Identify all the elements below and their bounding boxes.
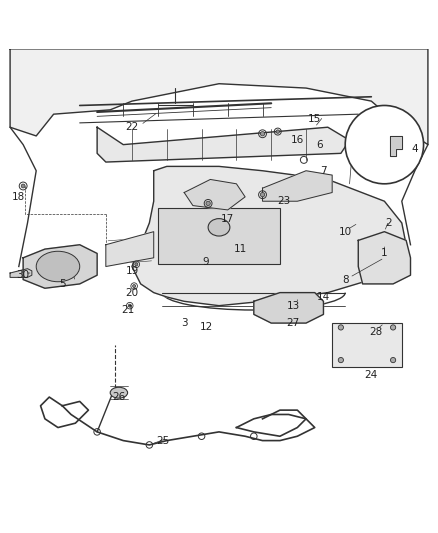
Text: 23: 23 — [278, 196, 291, 206]
Ellipse shape — [338, 325, 343, 330]
Ellipse shape — [276, 130, 279, 133]
Bar — [332, 323, 402, 367]
Text: 6: 6 — [316, 140, 322, 150]
Ellipse shape — [260, 132, 265, 136]
Polygon shape — [10, 49, 428, 144]
Polygon shape — [254, 293, 323, 323]
Text: 19: 19 — [125, 266, 138, 276]
Polygon shape — [97, 127, 350, 162]
Polygon shape — [132, 166, 406, 305]
Ellipse shape — [206, 201, 210, 206]
Text: 28: 28 — [369, 327, 382, 337]
Polygon shape — [262, 171, 332, 201]
Text: 25: 25 — [156, 435, 169, 446]
Polygon shape — [23, 245, 97, 288]
Text: 14: 14 — [317, 292, 330, 302]
Text: 20: 20 — [125, 288, 138, 297]
Text: 2: 2 — [385, 218, 392, 228]
Polygon shape — [106, 232, 154, 266]
Ellipse shape — [133, 285, 136, 288]
Polygon shape — [184, 180, 245, 210]
Polygon shape — [358, 232, 410, 284]
Ellipse shape — [391, 325, 396, 330]
Text: 24: 24 — [365, 370, 378, 381]
Ellipse shape — [260, 192, 265, 197]
Text: 30: 30 — [17, 270, 30, 280]
Text: 18: 18 — [12, 192, 25, 202]
Ellipse shape — [338, 358, 343, 362]
Text: 17: 17 — [221, 214, 234, 224]
Ellipse shape — [208, 219, 230, 236]
Ellipse shape — [135, 263, 138, 266]
Text: 9: 9 — [203, 257, 209, 267]
Polygon shape — [390, 136, 402, 156]
Polygon shape — [10, 269, 32, 277]
Text: 26: 26 — [112, 392, 126, 402]
Text: 11: 11 — [234, 244, 247, 254]
Text: 7: 7 — [320, 166, 327, 176]
Text: 1: 1 — [381, 248, 388, 259]
Text: 16: 16 — [291, 135, 304, 146]
Ellipse shape — [36, 251, 80, 282]
Ellipse shape — [128, 304, 131, 307]
Text: 4: 4 — [412, 144, 418, 154]
Bar — [158, 208, 280, 264]
Ellipse shape — [391, 358, 396, 362]
Text: 21: 21 — [121, 305, 134, 315]
Text: 27: 27 — [286, 318, 300, 328]
Ellipse shape — [110, 387, 127, 398]
Text: 12: 12 — [199, 322, 212, 333]
Text: 22: 22 — [125, 122, 138, 132]
Circle shape — [345, 106, 424, 184]
Ellipse shape — [21, 184, 25, 188]
Text: 10: 10 — [339, 227, 352, 237]
Text: 15: 15 — [308, 114, 321, 124]
Text: 13: 13 — [286, 301, 300, 311]
Text: 3: 3 — [181, 318, 187, 328]
Text: 5: 5 — [59, 279, 66, 289]
Text: 8: 8 — [342, 274, 349, 285]
